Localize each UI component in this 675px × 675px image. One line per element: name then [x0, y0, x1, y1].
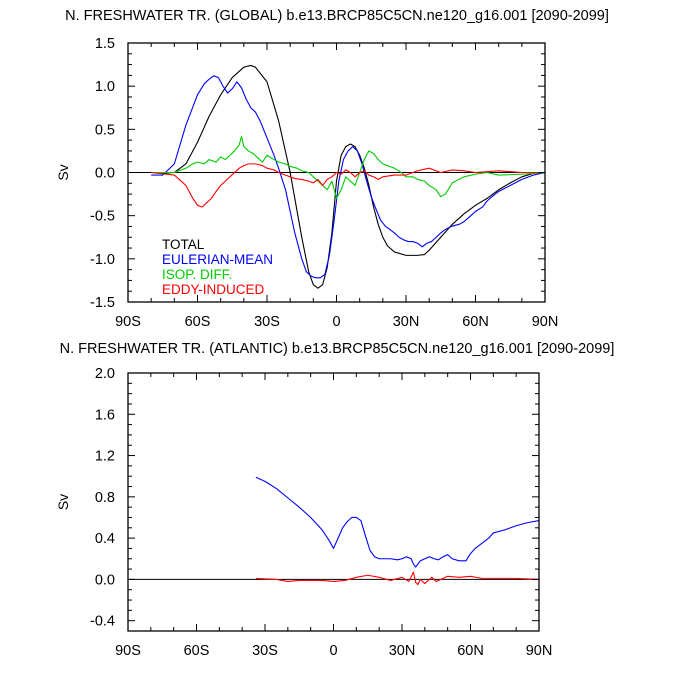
chart-panel-1: N. FRESHWATER TR. (GLOBAL) b.e13.BRCP85C…	[55, 8, 609, 330]
legend-entry: EULERIAN-MEAN	[162, 252, 273, 267]
series-group	[151, 64, 545, 289]
x-tick-label: 90S	[115, 314, 141, 330]
x-tick-label: 90N	[532, 314, 559, 330]
series-line-2	[255, 571, 539, 586]
x-tick-label: 90S	[115, 643, 141, 659]
y-tick-label: 1.0	[95, 79, 115, 95]
y-tick-label: 0.4	[95, 531, 115, 547]
x-tick-label: 90N	[526, 643, 553, 659]
chart-title: N. FRESHWATER TR. (ATLANTIC) b.e13.BRCP8…	[60, 341, 615, 357]
y-tick-label: 0.5	[95, 122, 115, 138]
series-group	[255, 476, 539, 586]
y-tick-label: 0.0	[95, 572, 115, 588]
y-tick-label: 1.2	[95, 449, 115, 465]
y-tick-label: -0.4	[90, 614, 115, 630]
x-tick-label: 0	[332, 314, 340, 330]
chart-title: N. FRESHWATER TR. (GLOBAL) b.e13.BRCP85C…	[65, 8, 609, 24]
y-axis-label: Sv	[55, 164, 71, 180]
y-axis-label: Sv	[55, 494, 71, 510]
plot-frame	[127, 372, 540, 632]
series-line-eulerian-mean	[151, 75, 545, 279]
series-line-isop-diff	[151, 135, 545, 199]
series-line-1	[255, 476, 539, 568]
y-tick-label: 1.6	[95, 407, 115, 423]
x-tick-label: 30S	[252, 643, 278, 659]
y-tick-label: 0.0	[95, 166, 115, 182]
x-tick-label: 60S	[184, 643, 210, 659]
y-tick-label: -1.5	[90, 295, 115, 311]
x-tick-label: 30N	[393, 314, 420, 330]
x-tick-label: 30N	[389, 643, 416, 659]
series-line-eddy-induced	[151, 163, 545, 208]
series-line-total	[151, 64, 545, 289]
x-tick-label: 0	[329, 643, 337, 659]
x-tick-label: 60N	[457, 643, 484, 659]
x-tick-label: 60N	[462, 314, 489, 330]
chart-panel-2: N. FRESHWATER TR. (ATLANTIC) b.e13.BRCP8…	[55, 341, 614, 659]
y-tick-label: -1.0	[90, 252, 115, 268]
x-tick-label: 30S	[254, 314, 280, 330]
legend-entry: TOTAL	[162, 237, 205, 252]
legend-entry: ISOP. DIFF.	[162, 267, 232, 282]
y-tick-label: 2.0	[95, 366, 115, 382]
y-tick-label: -0.5	[90, 209, 115, 225]
y-tick-label: 0.8	[95, 490, 115, 506]
legend-entry: EDDY-INDUCED	[162, 282, 265, 297]
y-tick-label: 1.5	[95, 36, 115, 52]
x-tick-label: 60S	[185, 314, 211, 330]
